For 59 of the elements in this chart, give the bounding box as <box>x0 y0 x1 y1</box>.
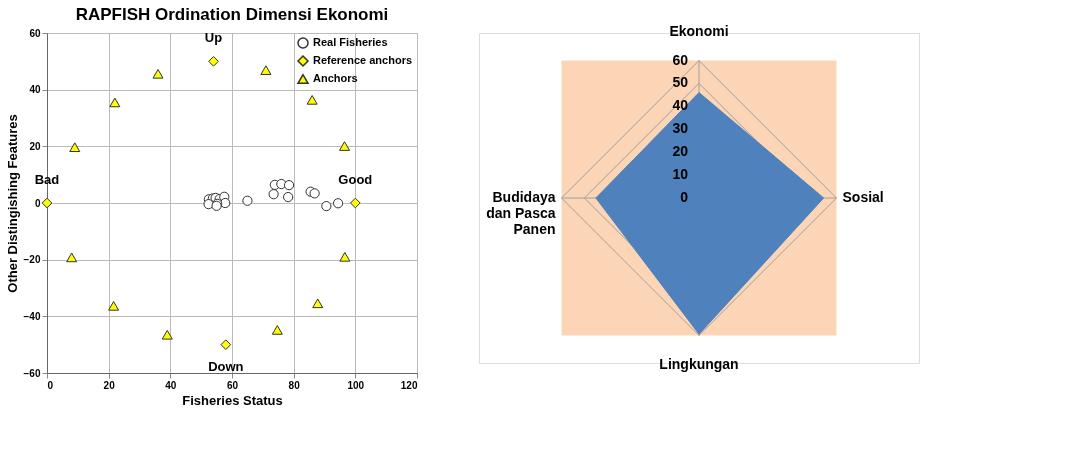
point <box>332 198 344 209</box>
y-tick-label: 40 <box>29 84 41 96</box>
spoke-label: Sosial <box>842 189 884 205</box>
y-tick-label: 0 <box>34 197 41 209</box>
y-tick-label: 20 <box>672 143 689 160</box>
point <box>208 56 219 67</box>
x-axis-title: Fisheries Status <box>182 392 283 408</box>
x-tick-label: 0 <box>47 379 54 391</box>
point <box>271 325 283 335</box>
y-tick-label: 50 <box>672 74 689 91</box>
point <box>66 252 78 263</box>
point <box>161 329 173 340</box>
y-tick-label: 0 <box>680 189 689 205</box>
point <box>283 191 294 203</box>
spoke-label: Lingkungan <box>659 355 739 372</box>
y-tick-label: 10 <box>672 166 689 183</box>
chart-title: RAPFISH Ordination Dimensi Ekonomi <box>75 5 389 24</box>
x-tick-label: 80 <box>288 379 301 391</box>
point <box>309 188 320 199</box>
point <box>350 197 361 209</box>
point <box>339 252 351 262</box>
y-tick-label: 60 <box>29 27 41 39</box>
point <box>108 301 120 311</box>
legend-label: Anchors <box>313 72 358 84</box>
point <box>109 97 121 108</box>
x-tick-label: 100 <box>347 379 365 391</box>
point <box>321 201 332 212</box>
legend-label: Reference anchors <box>313 54 413 66</box>
y-tick-label: 40 <box>672 97 689 114</box>
point <box>242 195 253 206</box>
point <box>306 95 318 105</box>
y-tick-label: 20 <box>29 140 41 152</box>
y-tick-label: 60 <box>672 51 689 68</box>
x-tick-label: 20 <box>103 379 116 391</box>
y-tick-label: 30 <box>672 120 689 137</box>
y-tick-label: −40 <box>23 310 41 322</box>
y-axis-title: Other Distingishing Features <box>4 114 20 293</box>
x-tick-label: 120 <box>400 379 418 391</box>
spoke-label: Ekonomi <box>669 22 729 39</box>
y-tick-label: −20 <box>23 254 41 266</box>
point <box>268 189 279 200</box>
point <box>203 199 214 210</box>
x-tick-label: 40 <box>165 379 177 391</box>
spoke-label: Budidaya dan Pasca Panen <box>486 189 556 237</box>
point <box>220 197 231 209</box>
x-tick-label: 60 <box>226 379 239 391</box>
point <box>220 339 232 350</box>
annotation: Down <box>208 358 244 374</box>
point <box>152 68 164 79</box>
point <box>41 197 53 209</box>
point <box>260 65 272 75</box>
y-tick-label: −60 <box>23 367 41 379</box>
point <box>339 141 351 151</box>
point <box>69 142 81 153</box>
legend-label: Real Fisheries <box>313 36 388 48</box>
point <box>283 180 295 191</box>
annotation: Good <box>338 172 373 187</box>
annotation: Up <box>204 30 223 46</box>
point <box>312 298 324 309</box>
